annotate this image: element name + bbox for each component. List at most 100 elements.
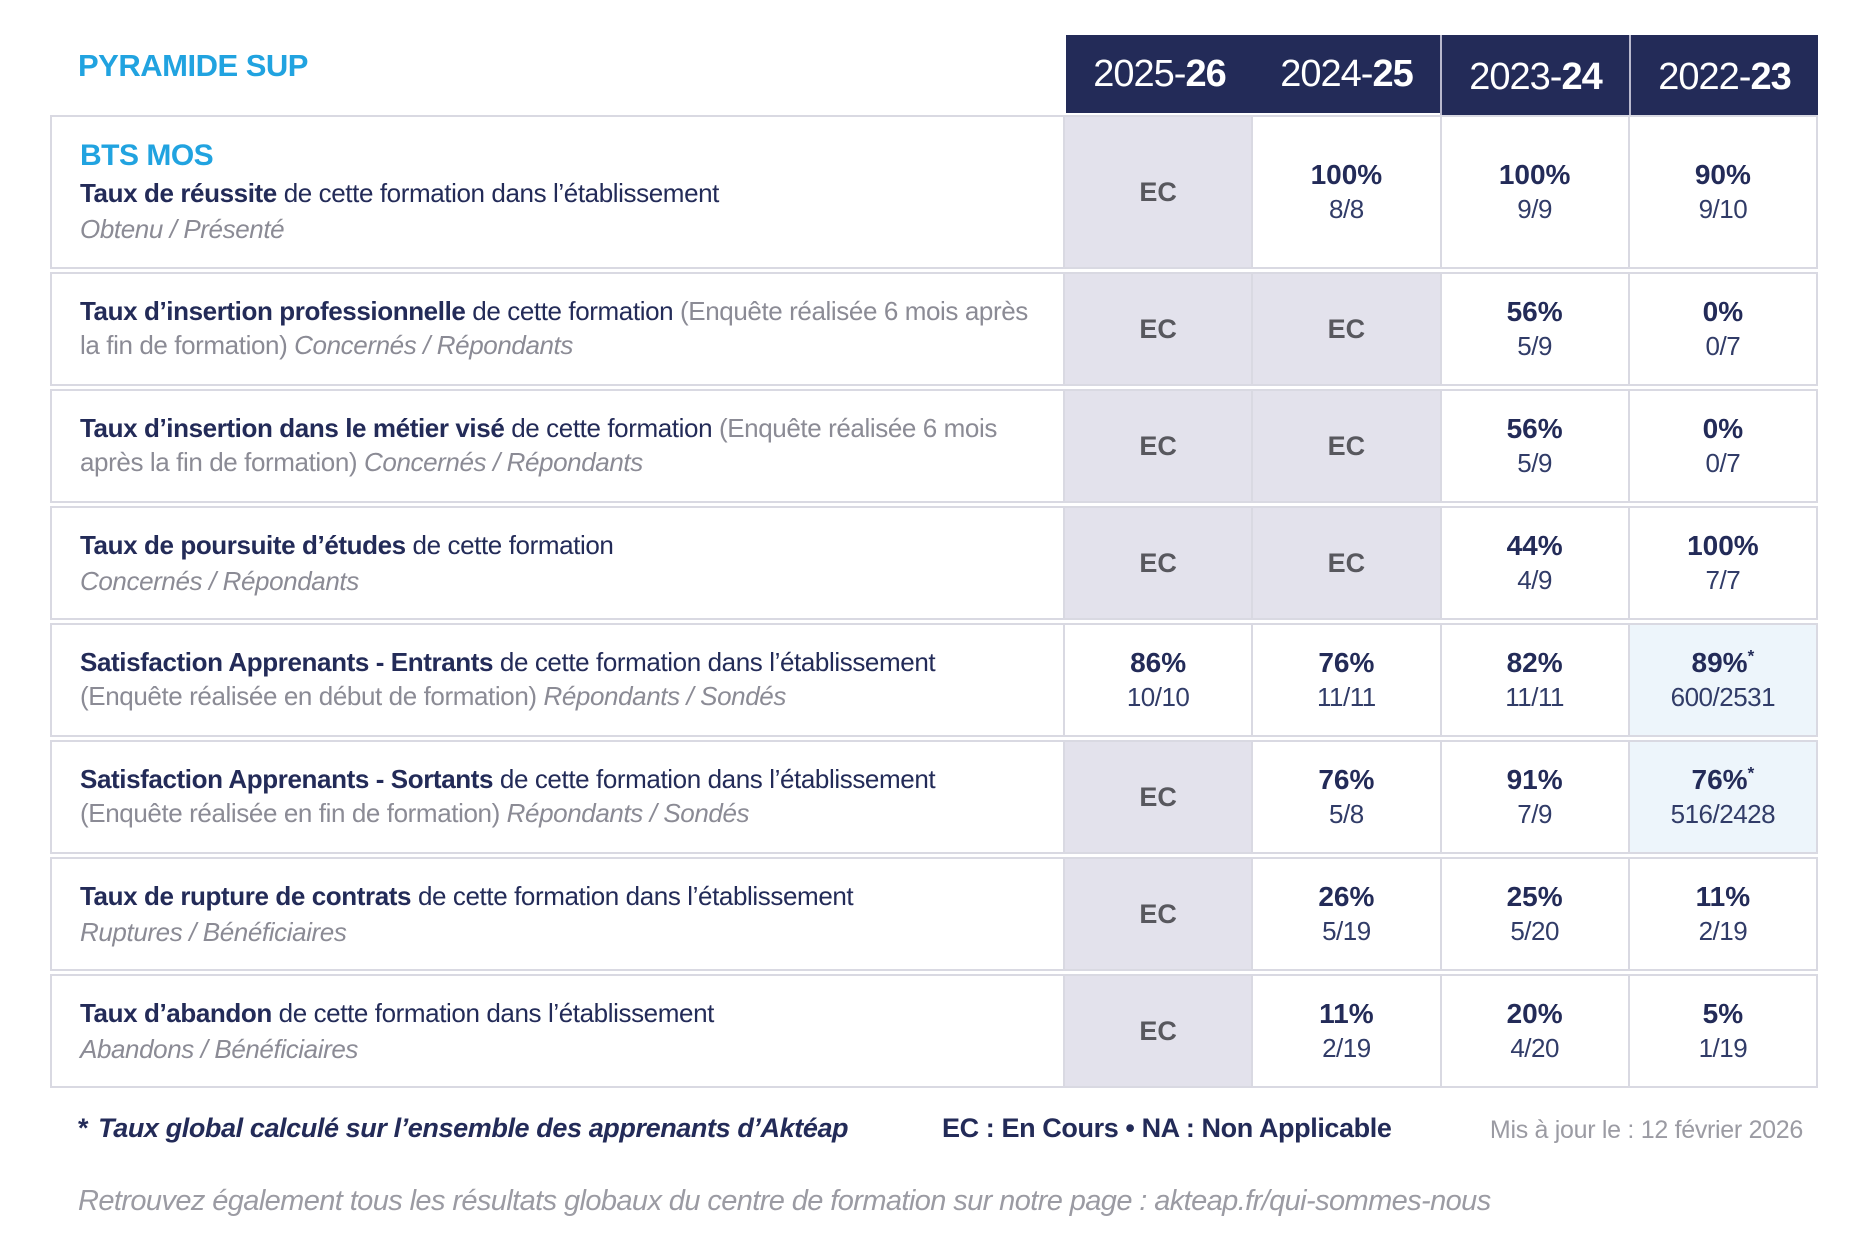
page-title: PYRAMIDE SUP — [78, 48, 308, 83]
value-cell: 100% 7/7 — [1627, 508, 1816, 618]
metric-label-segment: Taux de rupture de contrats — [80, 880, 412, 911]
percentage-text: 20% — [1506, 997, 1563, 1029]
percentage-value: 20% — [1507, 996, 1563, 1032]
asterisk-mark: * — [1747, 763, 1755, 783]
ec-cell: EC — [1063, 117, 1252, 267]
global-results-link-line: Retrouvez également tous les résultats g… — [78, 1185, 1491, 1217]
year-column-2024-25: 2024- 25 — [1253, 35, 1440, 113]
value-cell: 56% 5/9 — [1439, 274, 1628, 384]
metric-label-segment: Concernés / Répondants — [294, 330, 573, 360]
fraction-value: 7/7 — [1705, 565, 1741, 596]
footnote-global-rate: * Taux global calculé sur l’ensemble des … — [78, 1113, 849, 1144]
ec-label: EC — [1139, 781, 1177, 812]
metric-row-6: Satisfaction Apprenants - Sortants de ce… — [50, 740, 1818, 854]
value-cell: 0% 0/7 — [1627, 391, 1816, 501]
year-prefix: 2022- — [1658, 56, 1751, 98]
fraction-value: 0/7 — [1705, 448, 1741, 479]
metric-label-cell: Taux d’abandon de cette formation dans l… — [52, 976, 1063, 1086]
value-cell: 76%* 516/2428 — [1627, 742, 1816, 852]
metric-label-segment: (Enquête réalisée en fin de formation) — [80, 798, 507, 828]
percentage-value: 5% — [1703, 996, 1743, 1032]
ec-cell: EC — [1063, 976, 1252, 1086]
percentage-text: 86% — [1130, 646, 1187, 678]
percentage-text: 11% — [1319, 997, 1374, 1029]
percentage-value: 26% — [1318, 879, 1374, 915]
metric-label: Taux d’abandon de cette formation dans l… — [80, 997, 1035, 1031]
program-title: BTS MOS — [80, 138, 214, 172]
metric-label-segment: Répondants / Sondés — [506, 798, 750, 828]
abbreviation-legend: EC : En Cours • NA : Non Applicable — [942, 1113, 1392, 1143]
percentage-value: 100% — [1311, 157, 1383, 193]
percentage-value: 100% — [1687, 528, 1759, 564]
percentage-text: 90% — [1694, 158, 1751, 190]
metric-label-segment: Concernés / Répondants — [364, 447, 643, 477]
asterisk-mark: * — [1747, 646, 1755, 666]
fraction-value: 5/20 — [1510, 916, 1559, 947]
metric-label-segment: de cette formation — [504, 413, 719, 444]
fraction-value: 600/2531 — [1670, 682, 1776, 713]
ec-label: EC — [1139, 430, 1177, 461]
value-cell: 26% 5/19 — [1251, 859, 1439, 969]
percentage-text: 100% — [1498, 158, 1571, 190]
metric-row-3: Taux d’insertion dans le métier visé de … — [50, 389, 1818, 503]
percentage-text: 26% — [1318, 880, 1375, 912]
metric-label-segment: Taux d’insertion dans le métier visé — [80, 413, 505, 444]
value-cell: 100% 8/8 — [1251, 117, 1439, 267]
metric-label-segment: de cette formation dans l’établissement — [411, 880, 854, 911]
metric-label-segment: de cette formation — [405, 529, 614, 560]
percentage-value: 11% — [1319, 996, 1374, 1032]
fraction-value: 7/9 — [1517, 799, 1552, 830]
ec-label: EC — [1139, 313, 1177, 344]
fraction-value: 8/8 — [1329, 194, 1364, 225]
metric-label-segment: Satisfaction Apprenants - Entrants — [80, 647, 494, 678]
value-cell: 11% 2/19 — [1627, 859, 1816, 969]
year-prefix: 2024- — [1280, 52, 1373, 95]
percentage-value: 0% — [1703, 411, 1743, 447]
fraction-value: 5/8 — [1329, 799, 1364, 830]
percentage-text: 76% — [1318, 763, 1375, 795]
percentage-text: 11% — [1695, 880, 1751, 912]
value-cell: 76% 5/8 — [1251, 742, 1439, 852]
percentage-text: 91% — [1506, 763, 1563, 795]
ec-cell: EC — [1251, 508, 1440, 618]
value-cell: 91% 7/9 — [1439, 742, 1628, 852]
percentage-value: 76% — [1318, 645, 1374, 681]
ec-label: EC — [1327, 547, 1366, 578]
year-column-2023-24: 2023- 24 — [1440, 35, 1629, 120]
percentage-value: 76% — [1318, 762, 1374, 798]
metric-label-cell: Taux d’insertion professionnelle de cett… — [52, 274, 1063, 384]
value-cell: 76% 11/11 — [1251, 625, 1439, 735]
percentage-value: 82% — [1507, 645, 1563, 681]
percentage-value: 25% — [1507, 879, 1563, 915]
fraction-value: 2/19 — [1322, 1033, 1371, 1064]
metric-label-segment: Répondants / Sondés — [543, 681, 786, 711]
fraction-value: 10/10 — [1126, 682, 1190, 713]
fraction-value: 5/9 — [1517, 331, 1552, 362]
metric-label-segment: Taux de réussite — [80, 177, 277, 208]
metric-label-segment: Taux de poursuite d’études — [80, 529, 406, 560]
metric-row-5: Satisfaction Apprenants - Entrants de ce… — [50, 623, 1818, 737]
value-cell: 82% 11/11 — [1439, 625, 1628, 735]
metric-label-cell: Taux de poursuite d’études de cette form… — [52, 508, 1063, 618]
fraction-value: 9/10 — [1698, 194, 1748, 225]
fraction-value: 0/7 — [1705, 331, 1741, 362]
percentage-value: 86% — [1130, 645, 1186, 681]
percentage-text: 56% — [1506, 412, 1563, 444]
year-column-2025-26: 2025- 26 — [1066, 35, 1253, 113]
year-suffix: 26 — [1185, 52, 1226, 95]
year-suffix: 23 — [1750, 56, 1791, 98]
ec-cell: EC — [1063, 274, 1252, 384]
percentage-value: 56% — [1507, 294, 1563, 330]
fraction-value: 4/20 — [1510, 1033, 1559, 1064]
fraction-value: 5/19 — [1322, 916, 1371, 947]
metric-label-cell: BTS MOS Taux de réussite de cette formati… — [52, 117, 1063, 267]
percentage-value: 44% — [1507, 528, 1563, 564]
percentage-text: 100% — [1310, 158, 1383, 190]
value-cell: 25% 5/20 — [1439, 859, 1628, 969]
asterisk-mark: * — [78, 1113, 89, 1143]
fraction-value: 9/9 — [1517, 194, 1552, 225]
value-cell: 89%* 600/2531 — [1627, 625, 1816, 735]
percentage-text: 89% — [1691, 646, 1748, 678]
percentage-text: 76% — [1691, 763, 1748, 795]
